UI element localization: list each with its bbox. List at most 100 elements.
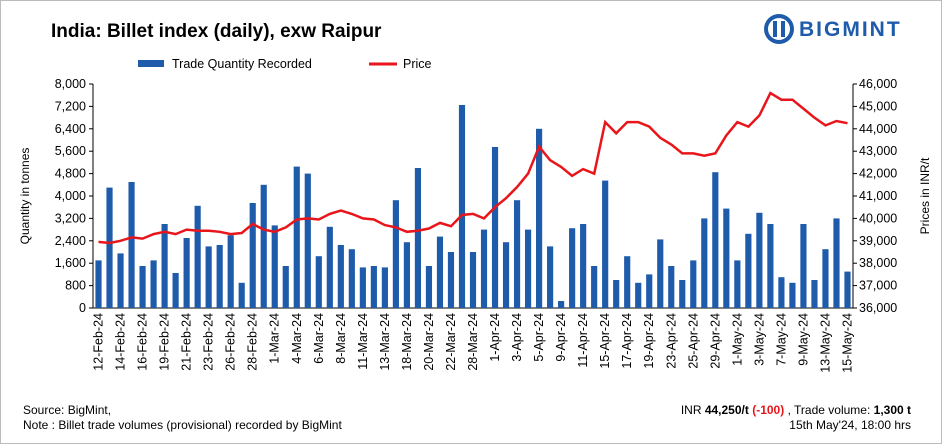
- bar: [657, 239, 664, 308]
- bar: [624, 256, 631, 308]
- y-tick-label: 5,600: [55, 144, 86, 158]
- x-tick-label: 15-May-24: [840, 313, 854, 373]
- y2-tick-label: 37,000: [859, 279, 897, 293]
- y-axis-title: Quantity in tonnes: [18, 148, 32, 245]
- x-tick-label: 19-Apr-24: [642, 313, 656, 369]
- x-tick-label: 28-Feb-24: [246, 313, 260, 371]
- y-tick-label: 6,400: [55, 122, 86, 136]
- y2-tick-label: 45,000: [859, 99, 897, 113]
- bar: [679, 280, 686, 308]
- y2-tick-label: 40,000: [859, 211, 897, 225]
- bar: [128, 182, 135, 308]
- y2-axis-title: Prices in INR/t: [918, 157, 932, 234]
- bar: [414, 168, 422, 308]
- bar: [216, 245, 223, 308]
- bar: [381, 267, 388, 308]
- x-tick-label: 19-Feb-24: [158, 313, 172, 371]
- x-tick-label: 21-Feb-24: [180, 313, 194, 371]
- bar: [635, 282, 642, 308]
- x-tick-label: 11-Apr-24: [576, 313, 590, 368]
- logo-icon: [764, 14, 794, 44]
- bar: [271, 225, 278, 308]
- source: Source: BigMint,: [23, 403, 112, 417]
- legend-label: Price: [403, 57, 432, 71]
- x-tick-label: 15-Apr-24: [598, 313, 612, 369]
- y2-tick-label: 36,000: [859, 301, 897, 315]
- bar: [690, 260, 697, 308]
- bar: [337, 245, 344, 308]
- bar: [447, 252, 455, 308]
- bar: [668, 266, 675, 308]
- x-tick-label: 8-Mar-24: [334, 313, 348, 364]
- x-tick-label: 28-Mar-24: [466, 313, 480, 371]
- x-tick-label: 6-Mar-24: [312, 313, 326, 364]
- bar: [436, 236, 444, 308]
- y2-tick-label: 44,000: [859, 122, 897, 136]
- bar: [833, 218, 840, 308]
- bar: [315, 256, 322, 308]
- bar: [139, 266, 146, 308]
- summary-prefix: INR: [680, 403, 702, 417]
- bar: [734, 260, 741, 308]
- y-tick-label: 4,000: [55, 189, 86, 203]
- bar: [822, 249, 829, 308]
- bar: [811, 280, 818, 308]
- y2-tick-label: 41,000: [859, 189, 897, 203]
- y2-tick-label: 42,000: [859, 167, 897, 181]
- x-tick-label: 22-Mar-24: [444, 313, 458, 371]
- bar: [569, 228, 576, 308]
- bar: [558, 301, 565, 308]
- bar: [646, 274, 653, 308]
- x-tick-label: 4-Mar-24: [290, 313, 304, 364]
- bar: [183, 238, 190, 308]
- bar: [513, 200, 521, 308]
- bar: [613, 280, 620, 308]
- x-tick-label: 17-Apr-24: [620, 313, 634, 369]
- legend-label: Trade Quantity Recorded: [172, 57, 312, 71]
- bar: [95, 260, 102, 308]
- summary-change: (-100): [752, 403, 785, 417]
- bar: [194, 205, 201, 308]
- bar: [205, 246, 212, 308]
- x-tick-label: 25-Apr-24: [686, 313, 700, 369]
- bar: [326, 226, 333, 308]
- x-tick-label: 1-May-24: [730, 313, 744, 366]
- x-tick-label: 13-Mar-24: [378, 313, 392, 371]
- y-tick-label: 1,600: [55, 256, 86, 270]
- x-tick-label: 3-Apr-24: [510, 313, 524, 362]
- x-tick-label: 16-Feb-24: [136, 313, 150, 371]
- bar: [227, 235, 234, 308]
- bar: [712, 172, 719, 308]
- x-tick-label: 23-Feb-24: [202, 313, 216, 371]
- bar: [304, 173, 311, 308]
- chart-title: India: Billet index (daily), exw Raipur: [51, 21, 382, 42]
- bar: [547, 246, 554, 308]
- bar: [767, 224, 774, 308]
- bar: [756, 212, 763, 308]
- bar: [370, 266, 377, 308]
- x-tick-label: 29-Apr-24: [708, 313, 722, 369]
- x-tick-label: 13-May-24: [818, 313, 832, 373]
- bar: [403, 242, 410, 308]
- bar: [282, 266, 289, 308]
- summary-mid: , Trade volume:: [787, 403, 871, 417]
- x-tick-label: 11-Mar-24: [356, 313, 370, 370]
- summary-volume: 1,300 t: [873, 403, 911, 417]
- price-line: [98, 91, 848, 245]
- x-tick-label: 20-Mar-24: [422, 313, 436, 371]
- bar: [238, 282, 245, 308]
- y2-tick-label: 38,000: [859, 256, 897, 270]
- bar: [392, 200, 399, 308]
- bar: [701, 218, 708, 308]
- legend-swatch: [138, 60, 164, 67]
- y-tick-label: 4,800: [55, 167, 86, 181]
- y-tick-label: 0: [79, 301, 86, 315]
- summary-price: 44,250/t: [704, 403, 749, 417]
- x-tick-label: 23-Apr-24: [664, 313, 678, 369]
- y-tick-label: 800: [65, 279, 86, 293]
- y-tick-label: 7,200: [55, 99, 86, 113]
- note: Note : Billet trade volumes (provisional…: [23, 418, 342, 432]
- x-tick-label: 26-Feb-24: [224, 313, 238, 371]
